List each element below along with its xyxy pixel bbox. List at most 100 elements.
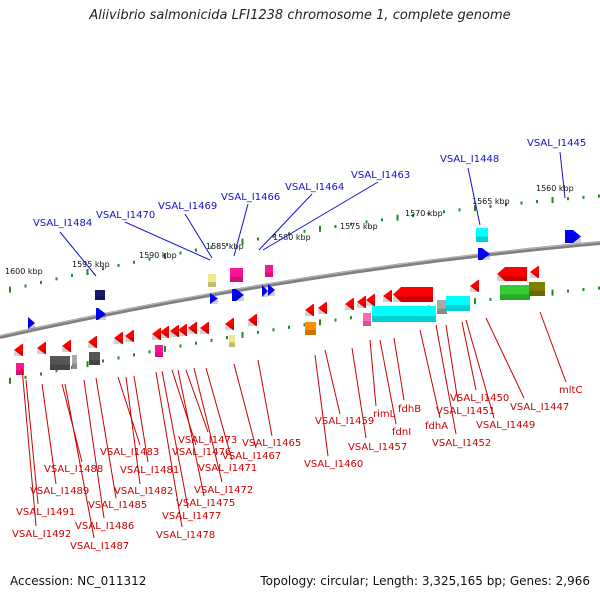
reverse-gene-arrow-large-shade xyxy=(497,275,527,281)
forward-gene-arrow xyxy=(565,230,581,243)
inner-tick xyxy=(24,375,27,379)
outer-tick xyxy=(396,214,399,221)
reverse-gene-label[interactable]: VSAL_I1450 xyxy=(450,393,509,404)
forward-gene-label[interactable]: VSAL_I1470 xyxy=(96,210,155,221)
forward-gene-label-leader xyxy=(184,213,213,259)
outer-tick xyxy=(303,229,306,233)
outer-tick xyxy=(40,280,42,284)
outer-tick xyxy=(536,200,538,204)
topology-value: circular xyxy=(320,574,365,588)
reverse-gene-block-shade xyxy=(363,321,371,326)
reverse-gene-arrow-shade xyxy=(357,303,366,308)
scale-label: 1580 kbp xyxy=(273,233,311,242)
forward-gene-label[interactable]: VSAL_I1469 xyxy=(158,201,217,212)
reverse-gene-label[interactable]: VSAL_I1460 xyxy=(304,459,363,470)
forward-gene-label[interactable]: VSAL_I1466 xyxy=(221,192,280,203)
reverse-gene-arrow-shade xyxy=(318,309,327,314)
reverse-gene-label[interactable]: VSAL_I1465 xyxy=(242,438,301,449)
reverse-gene-label[interactable]: VSAL_I1482 xyxy=(114,486,173,497)
length-value: 3,325,165 bp xyxy=(421,574,502,588)
reverse-gene-arrow-shade xyxy=(14,351,23,356)
outer-tick xyxy=(381,218,383,222)
outer-tick xyxy=(505,203,507,207)
outer-tick xyxy=(551,197,554,204)
reverse-gene-label-leader xyxy=(419,329,441,419)
reverse-gene-label[interactable]: VSAL_I1472 xyxy=(194,485,253,496)
forward-gene-arrow-shade xyxy=(262,292,268,297)
outer-tick xyxy=(117,263,120,267)
reverse-gene-label[interactable]: VSAL_I1449 xyxy=(476,420,535,431)
reverse-gene-label[interactable]: fdhB xyxy=(398,404,421,415)
scale-label: 1585 kbp xyxy=(206,242,244,251)
reverse-gene-arrow-shade xyxy=(62,347,71,352)
reverse-gene-label-leader xyxy=(185,369,209,433)
reverse-gene-label-leader xyxy=(485,317,525,399)
outer-tick xyxy=(9,286,11,293)
reverse-gene-label[interactable]: VSAL_I1477 xyxy=(162,511,221,522)
reverse-gene-label[interactable]: VSAL_I1457 xyxy=(348,442,407,453)
reverse-gene-label[interactable]: fdhA xyxy=(425,421,448,432)
reverse-gene-label[interactable]: VSAL_I1492 xyxy=(12,529,71,540)
forward-gene-block xyxy=(95,290,105,300)
reverse-gene-arrow-shade xyxy=(114,339,123,344)
reverse-gene-label[interactable]: VSAL_I1481 xyxy=(120,465,179,476)
scale-label: 1570 kbp xyxy=(405,209,443,218)
reverse-gene-label[interactable]: VSAL_I1491 xyxy=(16,507,75,518)
reverse-gene-label[interactable]: VSAL_I1467 xyxy=(222,451,281,462)
reverse-gene-block xyxy=(89,352,100,365)
reverse-gene-label[interactable]: VSAL_I1478 xyxy=(156,530,215,541)
reverse-gene-label[interactable]: mltC xyxy=(559,385,582,396)
reverse-gene-arrow xyxy=(357,296,366,308)
forward-gene-arrow xyxy=(262,285,268,297)
forward-gene-label[interactable]: VSAL_I1464 xyxy=(285,182,344,193)
reverse-gene-arrow-shade xyxy=(188,329,197,334)
reverse-gene-arrow xyxy=(114,332,123,344)
reverse-gene-label[interactable]: VSAL_I1447 xyxy=(510,402,569,413)
reverse-gene-label[interactable]: VSAL_I1459 xyxy=(315,416,374,427)
forward-gene-arrow xyxy=(96,308,106,320)
reverse-gene-label[interactable]: fdnI xyxy=(392,427,411,438)
reverse-gene-arrow xyxy=(170,325,179,337)
reverse-gene-block-shade xyxy=(305,330,316,335)
inner-tick xyxy=(257,330,259,334)
reverse-gene-label-leader xyxy=(171,369,197,446)
reverse-gene-label[interactable]: VSAL_I1486 xyxy=(75,521,134,532)
reverse-gene-arrow-shade xyxy=(178,331,187,336)
outer-tick xyxy=(365,220,368,224)
reverse-gene-arrow xyxy=(14,344,23,356)
reverse-gene-label-leader xyxy=(324,349,341,415)
inner-tick xyxy=(55,369,58,373)
outer-tick xyxy=(334,224,337,228)
reverse-gene-label[interactable]: VSAL_I1451 xyxy=(436,406,495,417)
forward-gene-label[interactable]: VSAL_I1484 xyxy=(33,218,92,229)
reverse-gene-block-shade xyxy=(529,290,545,296)
reverse-gene-label[interactable]: rimL xyxy=(373,409,396,420)
forward-gene-label[interactable]: VSAL_I1448 xyxy=(440,154,499,165)
forward-gene-block xyxy=(208,274,216,287)
scale-label: 1590 kbp xyxy=(139,251,177,260)
reverse-gene-label[interactable]: VSAL_I1452 xyxy=(432,438,491,449)
forward-gene-label-leader xyxy=(59,231,97,277)
reverse-gene-label-leader xyxy=(25,379,39,505)
forward-gene-label[interactable]: VSAL_I1445 xyxy=(527,138,586,149)
reverse-gene-label[interactable]: VSAL_I1473 xyxy=(178,435,237,446)
reverse-gene-label[interactable]: VSAL_I1475 xyxy=(176,498,235,509)
reverse-gene-arrow-shade xyxy=(383,297,392,302)
inner-tick xyxy=(195,341,197,345)
forward-gene-label-leader xyxy=(233,203,249,257)
genes-label: Genes: xyxy=(509,574,552,588)
inner-tick xyxy=(474,298,476,305)
reverse-gene-block-shade xyxy=(437,308,447,314)
reverse-gene-label-leader xyxy=(125,376,141,485)
reverse-gene-label[interactable]: VSAL_I1476 xyxy=(172,447,231,458)
reverse-gene-label[interactable]: VSAL_I1485 xyxy=(88,500,147,511)
outer-tick xyxy=(412,214,414,218)
reverse-gene-label[interactable]: VSAL_I1488 xyxy=(44,464,103,475)
reverse-gene-label[interactable]: VSAL_I1483 xyxy=(100,447,159,458)
reverse-gene-label[interactable]: VSAL_I1471 xyxy=(198,463,257,474)
reverse-gene-label[interactable]: VSAL_I1487 xyxy=(70,541,129,552)
reverse-gene-arrow-large-shade xyxy=(393,296,433,302)
reverse-gene-label[interactable]: VSAL_I1489 xyxy=(30,486,89,497)
map-title: Aliivibrio salmonicida LFI1238 chromosom… xyxy=(89,8,511,23)
forward-gene-label[interactable]: VSAL_I1463 xyxy=(351,170,410,181)
